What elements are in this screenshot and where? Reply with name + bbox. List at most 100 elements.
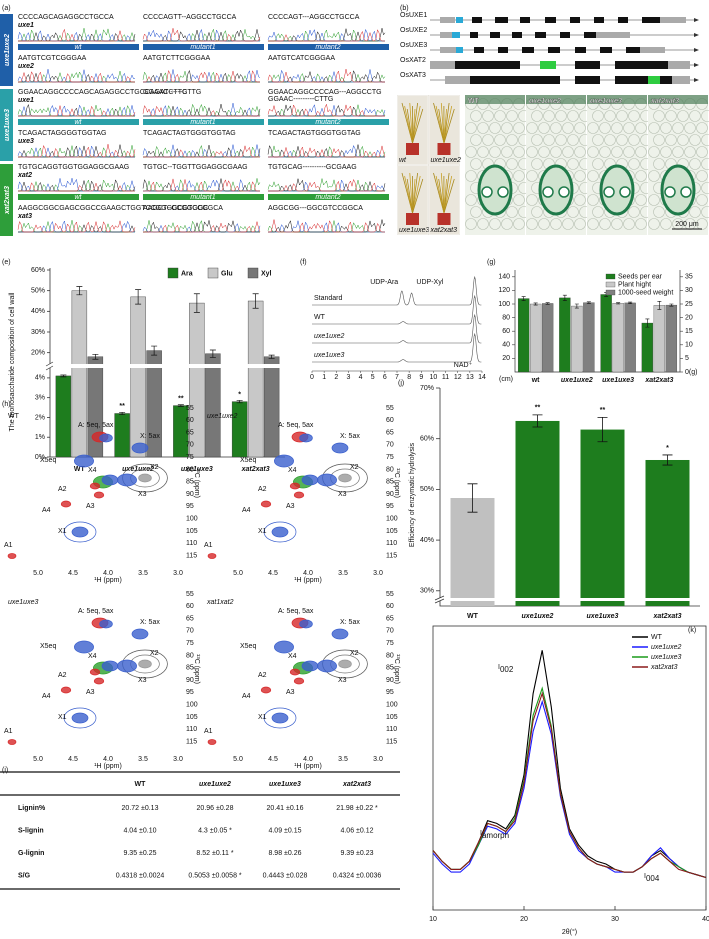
x-tick-label: 10	[429, 916, 437, 923]
plant-label: wt	[399, 157, 407, 164]
cell	[623, 146, 635, 158]
group-name: uxe1uxe3	[4, 109, 11, 141]
bar	[541, 303, 554, 373]
error-bar	[574, 303, 579, 309]
peak-label: A1	[204, 728, 213, 735]
cell	[653, 134, 665, 146]
y-tick-label: 105	[386, 528, 398, 535]
exon	[470, 32, 478, 38]
error-bar	[657, 300, 662, 310]
cell	[513, 170, 525, 182]
x-tick-label: 7	[395, 374, 399, 381]
gene-arrow	[694, 48, 699, 52]
x-tick-label: 9	[419, 374, 423, 381]
gene-model-label: OsUXE1	[400, 12, 427, 19]
bar	[450, 498, 495, 606]
exon	[456, 17, 463, 23]
y-tick-label: 65	[186, 615, 194, 622]
error-bar	[628, 301, 633, 305]
panel-label: (b)	[400, 5, 409, 12]
x-tick-label: uxe1uxe2	[122, 466, 154, 473]
legend-label: Ara	[181, 270, 193, 277]
plant-stem	[443, 102, 450, 144]
cross-peak	[74, 640, 94, 654]
peak-label: X4	[88, 467, 97, 474]
table-cell: 0.5053 ±0.0058 *	[188, 872, 242, 879]
plant-stem	[409, 102, 413, 144]
xylem	[619, 186, 631, 198]
cell	[665, 134, 677, 146]
cross-peak	[63, 521, 97, 543]
y-tick-label: 90	[186, 491, 194, 498]
cross-peak	[263, 521, 297, 543]
error-bar	[662, 454, 673, 466]
bar	[653, 305, 666, 373]
y-tick-label: 90	[186, 677, 194, 684]
chromatogram-trace	[18, 28, 135, 42]
table-cell: 8.98 ±0.26	[268, 850, 301, 857]
cell	[628, 110, 640, 122]
cell	[696, 122, 708, 134]
y-tick-label: 70%	[420, 385, 434, 392]
vascular-bundle	[477, 164, 513, 216]
cross-peak	[338, 659, 352, 669]
cell	[501, 122, 513, 134]
y-axis-label: ¹³C (ppm)	[193, 654, 200, 684]
exon	[495, 17, 508, 23]
exon	[600, 47, 612, 53]
cell	[489, 122, 501, 134]
error-bar	[268, 354, 275, 359]
plant-stem	[443, 105, 453, 144]
legend-label: Glu	[221, 270, 233, 277]
gene-model-label: OsXAT2	[400, 57, 426, 64]
panel-label: (e)	[2, 259, 11, 266]
spectrum-title: WT	[8, 413, 20, 420]
spectrum-title: uxe1uxe3	[8, 599, 38, 606]
panel-label: (a)	[2, 5, 11, 12]
plant-stem	[440, 172, 445, 214]
x-axis-label: ¹H (ppm)	[94, 577, 122, 584]
y-tick-label: 75	[386, 454, 394, 461]
cell	[470, 134, 482, 146]
peak-label: X4	[88, 653, 97, 660]
plant-stem	[438, 108, 445, 144]
table-row-label: Lignin%	[18, 805, 46, 812]
epidermis	[526, 95, 586, 104]
genotype-bar	[268, 44, 389, 50]
group-bar	[0, 89, 13, 161]
exon	[570, 17, 580, 23]
error-bar	[616, 302, 621, 305]
y-tick-label: 85	[186, 479, 194, 486]
peak-label: A: 5eq, 5ax	[78, 422, 114, 429]
table-cell: 0.4318 ±0.0024	[116, 872, 165, 879]
x-tick-label: 20	[520, 916, 528, 923]
error-bar	[193, 293, 200, 313]
significance: **	[535, 405, 541, 412]
y-axis-label: ¹³C (ppm)	[193, 468, 200, 498]
cell	[628, 134, 640, 146]
table-cell: 0.4443 ±0.028	[263, 872, 308, 879]
y-axis-label: The monosaccharide composition of cell w…	[9, 292, 16, 431]
sequence: CCCCAGTT--AGGCCTGCCA	[143, 14, 237, 21]
chromatogram-trace	[312, 294, 482, 325]
bar	[645, 459, 690, 606]
cell	[550, 146, 562, 158]
gene-name: uxe1	[18, 22, 34, 29]
y-tick-label: 95	[186, 503, 194, 510]
exon	[560, 32, 570, 38]
sequence: GGAACAGGCCCCAGCAGAGGCCTGCCAGATCTTG	[18, 89, 187, 96]
cross-peak	[74, 454, 94, 468]
genotype-label: mutant2	[315, 194, 340, 201]
y-tick-label: 60	[502, 328, 510, 335]
cell	[623, 218, 635, 230]
cell	[648, 170, 660, 182]
cell	[587, 218, 599, 230]
cross-peak	[274, 640, 294, 654]
annotation: I004	[644, 873, 660, 883]
cell	[574, 218, 586, 230]
table-cell: 4.3 ±0.05 *	[198, 827, 232, 834]
sequence: GGAACAGGCCCCAG---AGGCCTG	[268, 89, 382, 96]
gene-model-label: OsUXE3	[400, 42, 427, 49]
chromatogram-trace	[312, 332, 482, 363]
